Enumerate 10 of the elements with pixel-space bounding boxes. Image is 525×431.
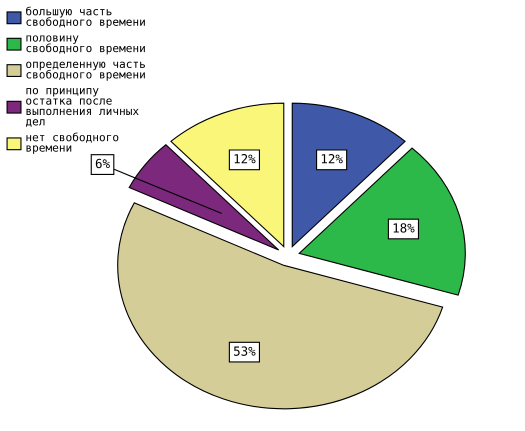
- data-label: 12%: [322, 154, 343, 164]
- legend-label: по принципу остатка после выполнения личных дел: [26, 88, 139, 127]
- legend-label: определенную часть свободного времени: [26, 62, 145, 81]
- data-label: 53%: [234, 346, 256, 356]
- legend-label: половину свободного времени: [26, 35, 145, 54]
- data-label: 18%: [394, 223, 415, 233]
- legend-label: нет свободного времени: [26, 132, 118, 154]
- data-label: 12%: [234, 154, 256, 164]
- data-label: 6%: [96, 158, 110, 168]
- legend-label: большую часть свободного времени: [26, 6, 145, 28]
